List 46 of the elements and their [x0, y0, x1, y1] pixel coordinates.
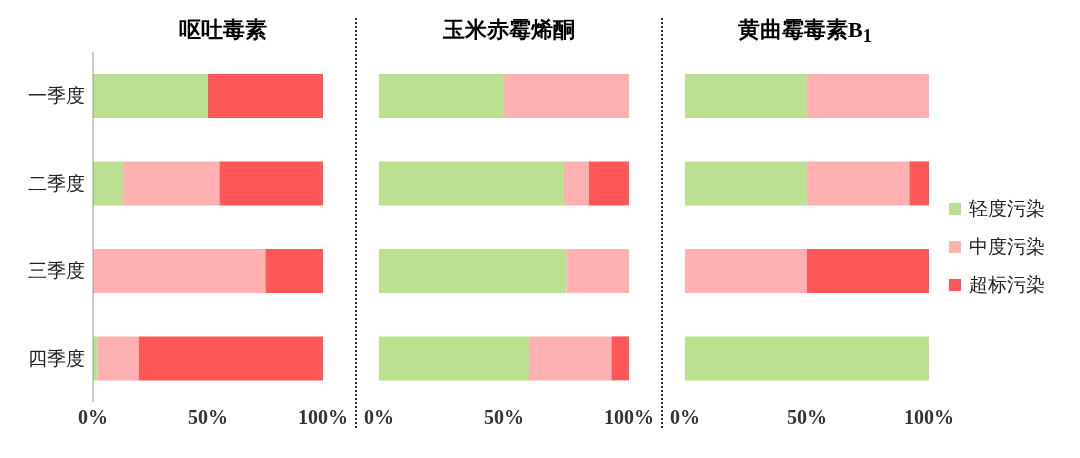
bar [265, 248, 323, 293]
bar [685, 161, 807, 206]
bar [807, 73, 929, 118]
x-tick-label: 100% [298, 406, 348, 429]
bar [93, 248, 266, 293]
bar [807, 248, 929, 293]
bar [504, 73, 629, 118]
bar [139, 336, 323, 381]
y-tick-label: 一季度 [28, 85, 85, 107]
chart-title: 黄曲霉毒素B$_{1}$ [737, 16, 873, 49]
x-tick-label: 100% [904, 406, 954, 429]
bar [566, 248, 629, 293]
x-tick-label: 50% [787, 406, 827, 429]
bar [589, 161, 629, 206]
bar [97, 336, 139, 381]
bar [379, 336, 529, 381]
legend-label: 中度污染 [969, 235, 1045, 259]
bar [685, 336, 929, 381]
bar [219, 161, 323, 206]
y-tick-label: 二季度 [28, 172, 85, 194]
x-tick-label: 0% [670, 406, 700, 429]
bar [379, 248, 567, 293]
bar [93, 73, 208, 118]
bar [564, 161, 589, 206]
bar [807, 161, 910, 206]
y-tick-label: 四季度 [28, 347, 85, 369]
x-tick-label: 0% [78, 406, 108, 429]
bar [685, 248, 807, 293]
x-tick-label: 50% [484, 406, 524, 429]
y-tick-label: 三季度 [28, 260, 85, 282]
bar [909, 161, 929, 206]
x-tick-label: 50% [188, 406, 228, 429]
bar [122, 161, 220, 206]
chart-title: 呕吐毒素 [178, 16, 268, 44]
bar [379, 161, 564, 206]
bar [93, 161, 123, 206]
bar [685, 73, 807, 118]
x-tick-label: 100% [604, 406, 654, 429]
bar [611, 336, 629, 381]
bar [529, 336, 612, 381]
bar [379, 73, 504, 118]
legend-label: 超标污染 [969, 273, 1045, 297]
legend-label: 轻度污染 [969, 197, 1045, 221]
bar [208, 73, 323, 118]
x-tick-label: 0% [364, 406, 394, 429]
chart-title: 玉米赤霉烯酮 [442, 16, 576, 44]
